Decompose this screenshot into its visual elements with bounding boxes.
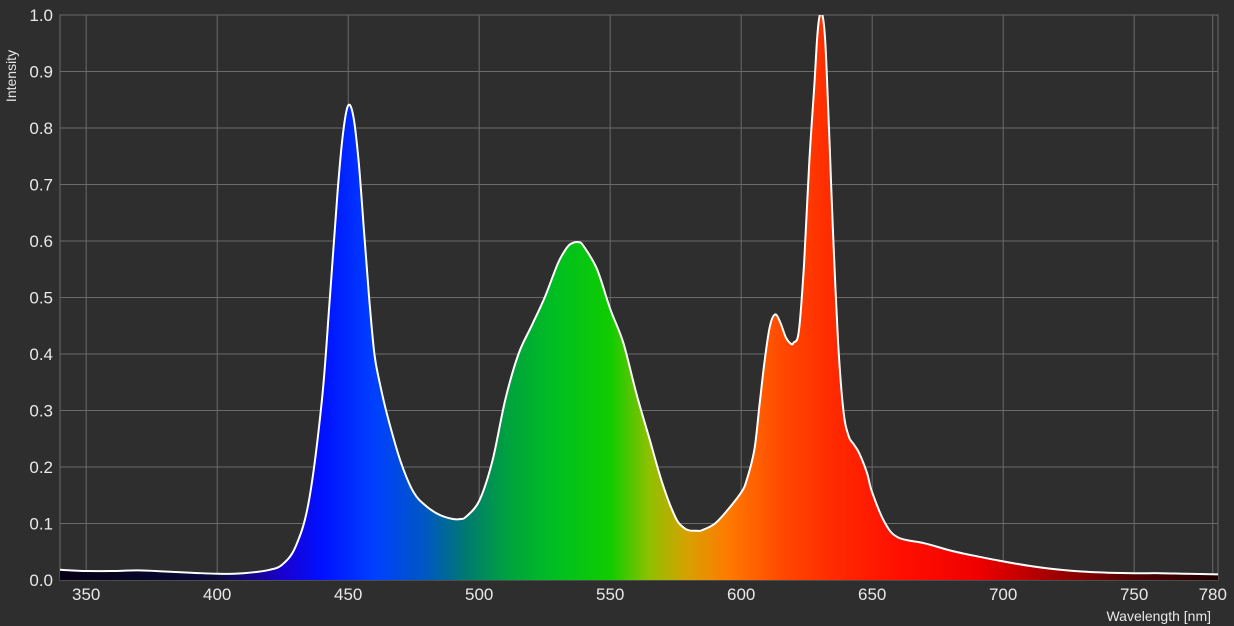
y-tick-label: 0.9	[29, 63, 53, 82]
x-tick-label: 750	[1120, 585, 1148, 604]
x-tick-label: 650	[858, 585, 886, 604]
y-tick-label: 0.2	[29, 458, 53, 477]
y-tick-label: 0.6	[29, 232, 53, 251]
x-tick-label: 500	[465, 585, 493, 604]
y-tick-label: 0.1	[29, 515, 53, 534]
y-axis-title: Intensity	[3, 50, 19, 102]
x-tick-label: 400	[203, 585, 231, 604]
y-tick-label: 0.4	[29, 345, 53, 364]
y-tick-label: 0.0	[29, 571, 53, 590]
x-tick-label: 350	[72, 585, 100, 604]
x-axis-title: Wavelength [nm]	[1106, 608, 1211, 624]
x-tick-label: 450	[334, 585, 362, 604]
y-tick-label: 0.8	[29, 119, 53, 138]
y-tick-label: 0.7	[29, 176, 53, 195]
x-tick-label: 550	[596, 585, 624, 604]
x-tick-label: 780	[1199, 585, 1227, 604]
y-tick-label: 0.3	[29, 402, 53, 421]
y-tick-label: 1.0	[29, 6, 53, 25]
y-tick-label: 0.5	[29, 289, 53, 308]
x-axis-ticks: 350 400 450 500 550 600 650 700 750 780	[72, 585, 1227, 604]
x-tick-label: 600	[727, 585, 755, 604]
y-axis-ticks: 0.0 0.1 0.2 0.3 0.4 0.5 0.6 0.7 0.8 0.9 1.0	[29, 6, 53, 590]
spectrum-line	[60, 15, 1218, 576]
spectrum-area	[60, 15, 1218, 580]
x-tick-label: 700	[989, 585, 1017, 604]
